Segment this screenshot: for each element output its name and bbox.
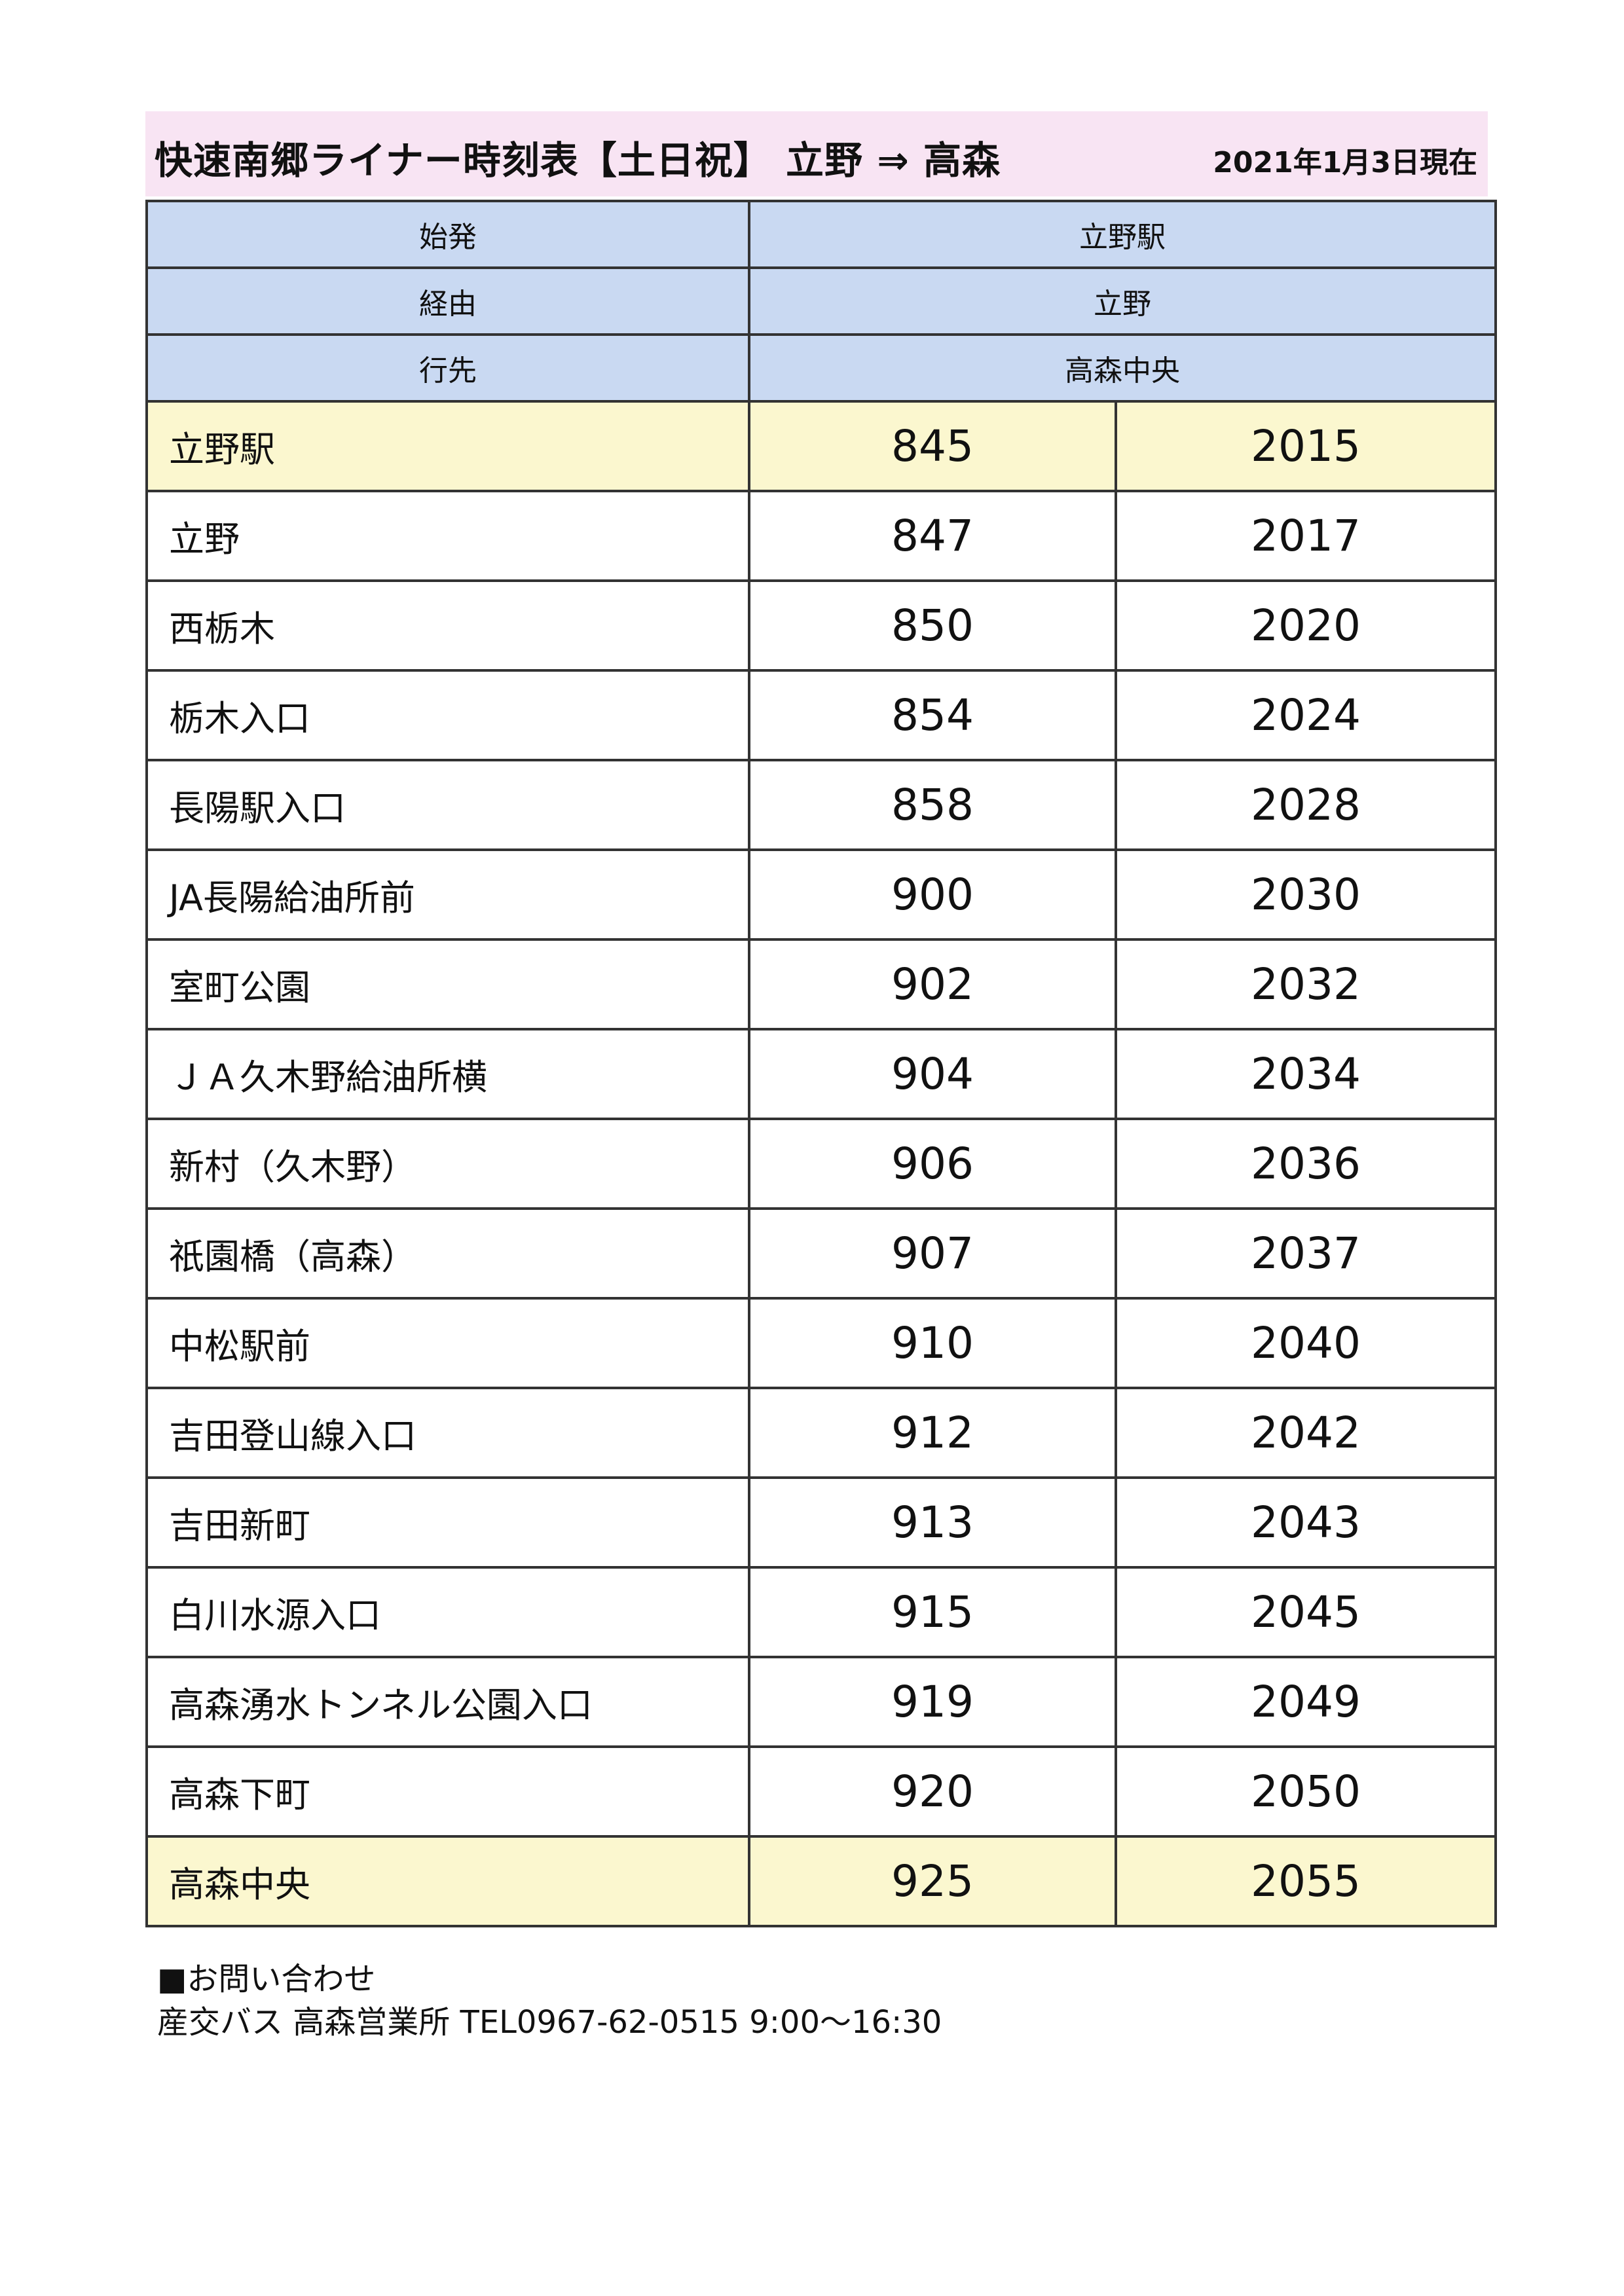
departure-time-evening: 2017	[1115, 490, 1497, 582]
timetable: 始発 立野駅 経由 立野 行先 高森中央 立野駅 845 2015 立野 847 2017 西栃木 850…	[145, 200, 1497, 1927]
departure-time-morning: 910	[748, 1297, 1117, 1389]
title-bar	[145, 111, 1488, 196]
contact-info: ■お問い合わせ 産交バス 高森営業所 TEL0967-62-0515 9:00～…	[157, 1958, 942, 2044]
departure-time-morning: 854	[748, 669, 1117, 761]
route-info-label: 始発	[145, 200, 750, 269]
route-info-value: 立野	[748, 266, 1497, 336]
departure-time-evening: 2032	[1115, 938, 1497, 1030]
stop-name: 立野駅	[145, 400, 750, 492]
stop-name: 長陽駅入口	[145, 759, 750, 851]
departure-time-morning: 847	[748, 490, 1117, 582]
departure-time-morning: 907	[748, 1207, 1117, 1300]
table-row: 高森湧水トンネル公園入口 919 2049	[145, 1656, 1497, 1748]
table-row: 白川水源入口 915 2045	[145, 1566, 1497, 1658]
table-row: 栃木入口 854 2024	[145, 669, 1497, 761]
departure-time-morning: 906	[748, 1118, 1117, 1210]
table-row: 祇園橋（高森） 907 2037	[145, 1207, 1497, 1300]
table-row: 室町公園 902 2032	[145, 938, 1497, 1030]
route-info-row: 経由 立野	[145, 266, 1497, 336]
as-of-date: 2021年1月3日現在	[1213, 146, 1477, 179]
route-info-value: 高森中央	[748, 333, 1497, 403]
table-row: 西栃木 850 2020	[145, 579, 1497, 672]
route-info-label: 経由	[145, 266, 750, 336]
departure-time-evening: 2028	[1115, 759, 1497, 851]
stop-name: 栃木入口	[145, 669, 750, 761]
stop-name: 高森湧水トンネル公園入口	[145, 1656, 750, 1748]
stop-name: ＪＡ久木野給油所横	[145, 1028, 750, 1120]
table-row: ＪＡ久木野給油所横 904 2034	[145, 1028, 1497, 1120]
departure-time-morning: 900	[748, 848, 1117, 941]
stop-name: 新村（久木野）	[145, 1118, 750, 1210]
departure-time-evening: 2040	[1115, 1297, 1497, 1389]
table-row: 立野 847 2017	[145, 490, 1497, 582]
table-row: 高森下町 920 2050	[145, 1745, 1497, 1838]
stop-name: 室町公園	[145, 938, 750, 1030]
departure-time-evening: 2030	[1115, 848, 1497, 941]
table-row: 新村（久木野） 906 2036	[145, 1118, 1497, 1210]
departure-time-morning: 913	[748, 1476, 1117, 1569]
departure-time-morning: 919	[748, 1656, 1117, 1748]
stop-name: 高森中央	[145, 1835, 750, 1927]
departure-time-morning: 915	[748, 1566, 1117, 1658]
stop-name: JA長陽給油所前	[145, 848, 750, 941]
departure-time-morning: 920	[748, 1745, 1117, 1838]
stop-name: 白川水源入口	[145, 1566, 750, 1658]
contact-line: 産交バス 高森営業所 TEL0967-62-0515 9:00～16:30	[157, 2004, 942, 2041]
departure-time-morning: 912	[748, 1387, 1117, 1479]
departure-time-evening: 2055	[1115, 1835, 1497, 1927]
departure-time-evening: 2042	[1115, 1387, 1497, 1479]
departure-time-morning: 850	[748, 579, 1117, 672]
departure-time-evening: 2020	[1115, 579, 1497, 672]
departure-time-evening: 2034	[1115, 1028, 1497, 1120]
stop-name: 西栃木	[145, 579, 750, 672]
route-info-value: 立野駅	[748, 200, 1497, 269]
route-info-row: 始発 立野駅	[145, 200, 1497, 269]
table-row: 吉田登山線入口 912 2042	[145, 1387, 1497, 1479]
table-row: 立野駅 845 2015	[145, 400, 1497, 492]
table-row: 吉田新町 913 2043	[145, 1476, 1497, 1569]
stop-name: 高森下町	[145, 1745, 750, 1838]
departure-time-morning: 858	[748, 759, 1117, 851]
page-title: 快速南郷ライナー時刻表【土日祝】 立野 ⇒ 高森	[155, 138, 1001, 183]
departure-time-evening: 2036	[1115, 1118, 1497, 1210]
contact-heading: ■お問い合わせ	[157, 1961, 376, 1997]
table-row: 長陽駅入口 858 2028	[145, 759, 1497, 851]
stop-name: 祇園橋（高森）	[145, 1207, 750, 1300]
table-row: 高森中央 925 2055	[145, 1835, 1497, 1927]
departure-time-evening: 2043	[1115, 1476, 1497, 1569]
route-info-label: 行先	[145, 333, 750, 403]
departure-time-morning: 904	[748, 1028, 1117, 1120]
route-info-row: 行先 高森中央	[145, 333, 1497, 403]
departure-time-evening: 2045	[1115, 1566, 1497, 1658]
departure-time-morning: 845	[748, 400, 1117, 492]
stop-name: 吉田登山線入口	[145, 1387, 750, 1479]
departure-time-morning: 902	[748, 938, 1117, 1030]
table-row: 中松駅前 910 2040	[145, 1297, 1497, 1389]
departure-time-evening: 2037	[1115, 1207, 1497, 1300]
departure-time-evening: 2024	[1115, 669, 1497, 761]
stop-name: 吉田新町	[145, 1476, 750, 1569]
departure-time-evening: 2015	[1115, 400, 1497, 492]
stop-name: 立野	[145, 490, 750, 582]
departure-time-evening: 2050	[1115, 1745, 1497, 1838]
stop-name: 中松駅前	[145, 1297, 750, 1389]
table-row: JA長陽給油所前 900 2030	[145, 848, 1497, 941]
departure-time-morning: 925	[748, 1835, 1117, 1927]
departure-time-evening: 2049	[1115, 1656, 1497, 1748]
